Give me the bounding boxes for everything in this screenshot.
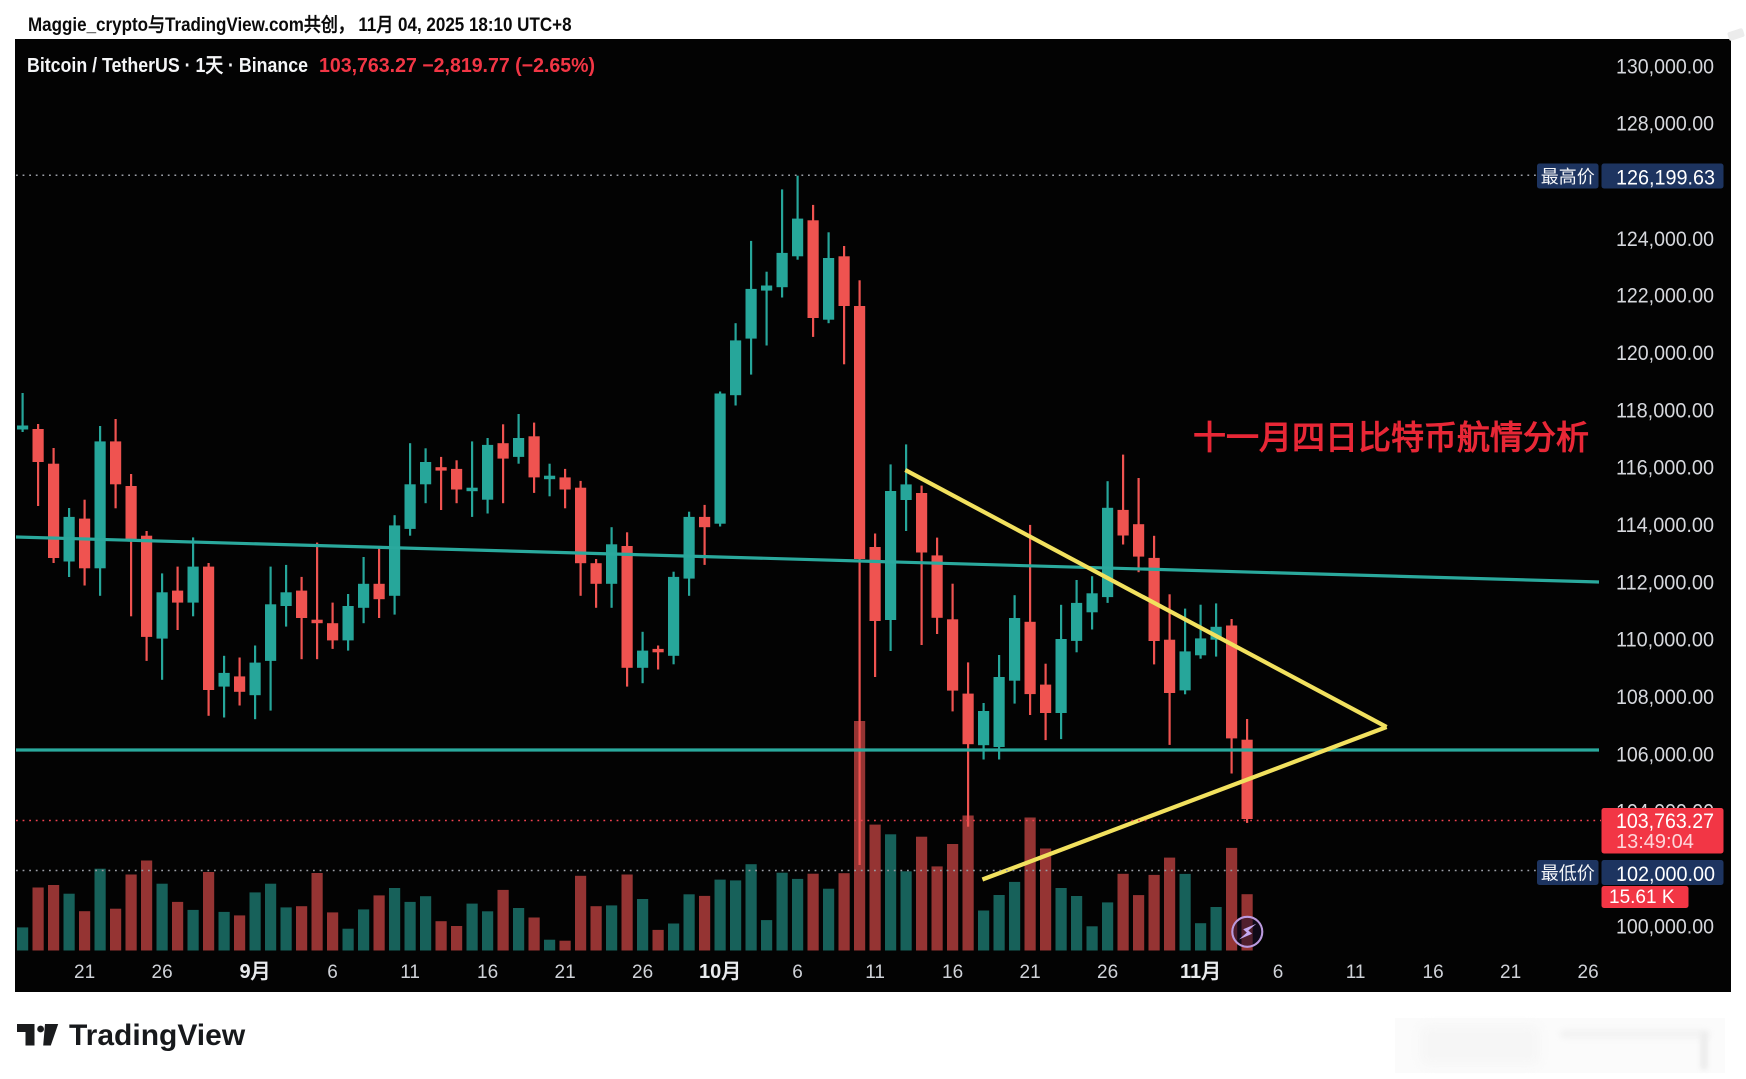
- svg-text:6: 6: [792, 962, 803, 983]
- svg-text:130,000.00: 130,000.00: [1616, 55, 1714, 78]
- svg-text:最低价: 最低价: [1541, 864, 1595, 884]
- svg-text:126,199.63: 126,199.63: [1616, 167, 1715, 190]
- svg-text:102,000.00: 102,000.00: [1616, 863, 1715, 886]
- svg-text:26: 26: [632, 962, 653, 983]
- svg-text:26: 26: [152, 962, 173, 983]
- svg-text:11: 11: [400, 962, 420, 983]
- svg-text:114,000.00: 114,000.00: [1616, 514, 1714, 537]
- svg-text:6: 6: [1273, 962, 1284, 983]
- svg-text:100,000.00: 100,000.00: [1616, 915, 1714, 938]
- svg-text:112,000.00: 112,000.00: [1616, 571, 1714, 594]
- svg-text:最高价: 最高价: [1541, 167, 1595, 187]
- svg-text:16: 16: [477, 962, 498, 983]
- svg-text:9月: 9月: [240, 961, 271, 983]
- svg-text:TradingView: TradingView: [69, 1019, 246, 1052]
- svg-text:10月: 10月: [699, 961, 741, 983]
- svg-text:122,000.00: 122,000.00: [1616, 285, 1714, 308]
- svg-text:6: 6: [327, 962, 338, 983]
- svg-text:116,000.00: 116,000.00: [1616, 457, 1714, 480]
- svg-text:26: 26: [1578, 962, 1599, 983]
- svg-text:11: 11: [865, 962, 885, 983]
- svg-text:11: 11: [1346, 962, 1366, 983]
- svg-text:120,000.00: 120,000.00: [1616, 342, 1714, 365]
- svg-text:103,763.27 −2,819.77 (−2.65%): 103,763.27 −2,819.77 (−2.65%): [319, 55, 595, 77]
- svg-text:106,000.00: 106,000.00: [1616, 743, 1714, 766]
- svg-text:15.61 K: 15.61 K: [1609, 887, 1675, 908]
- svg-text:Bitcoin / TetherUS · 1天 · Bina: Bitcoin / TetherUS · 1天 · Binance: [27, 55, 308, 77]
- svg-text:21: 21: [74, 962, 95, 983]
- svg-text:11月: 11月: [1180, 961, 1221, 983]
- svg-text:124,000.00: 124,000.00: [1616, 228, 1714, 251]
- svg-text:26: 26: [1097, 962, 1118, 983]
- svg-text:21: 21: [555, 962, 576, 983]
- svg-text:108,000.00: 108,000.00: [1616, 686, 1714, 709]
- svg-text:128,000.00: 128,000.00: [1616, 113, 1714, 136]
- svg-text:21: 21: [1020, 962, 1041, 983]
- svg-text:16: 16: [942, 962, 963, 983]
- svg-text:十一月四日比特币航情分析: 十一月四日比特币航情分析: [1193, 419, 1589, 456]
- svg-text:16: 16: [1423, 962, 1444, 983]
- svg-text:13:49:04: 13:49:04: [1616, 831, 1694, 853]
- svg-text:103,763.27: 103,763.27: [1616, 810, 1714, 833]
- svg-text:21: 21: [1500, 962, 1521, 983]
- svg-text:110,000.00: 110,000.00: [1616, 629, 1714, 652]
- svg-text:118,000.00: 118,000.00: [1616, 399, 1714, 422]
